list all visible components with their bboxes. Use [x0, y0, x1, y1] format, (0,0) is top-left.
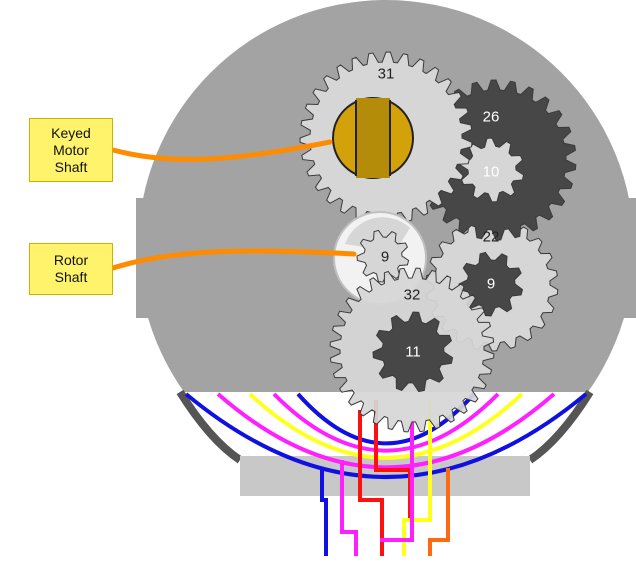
gear-label-11: 11 [405, 344, 421, 361]
gear-label-22: 22 [483, 229, 500, 246]
wire-magenta-inner [272, 392, 500, 453]
callout-rotor-line-2: Shaft [54, 269, 88, 285]
gear-label-26: 26 [483, 109, 500, 126]
lead-magenta [340, 460, 358, 556]
wire-yellow-outer [248, 392, 524, 460]
leader-keyed-motor-shaft [110, 139, 333, 162]
callout-keyed-line-3: Shaft [54, 158, 88, 175]
keyed-motor-shaft [332, 97, 414, 179]
gear-10 [459, 137, 525, 203]
lead-red-1 [358, 410, 384, 556]
gear-train [299, 51, 577, 352]
callout-keyed-line-1: Keyed [51, 124, 91, 141]
callout-rotor-shaft: Rotor Shaft [29, 243, 113, 295]
gear-9-rotor [356, 229, 410, 283]
callout-keyed-line-2: Motor [53, 141, 89, 158]
housing-edge-left [176, 389, 243, 464]
lead-magenta-2 [380, 420, 414, 542]
gear-train-front [329, 229, 495, 433]
callout-keyed-motor-shaft: Keyed Motor Shaft [29, 118, 113, 182]
leader-rotor-shaft [110, 248, 357, 271]
gear-11 [372, 311, 454, 393]
gear-label-9-rotor: 9 [381, 249, 389, 266]
gear-label-32: 32 [404, 287, 421, 304]
lead-orange [428, 468, 450, 556]
gear-9-idler [458, 251, 524, 317]
gear-label-9-idler: 9 [487, 276, 495, 293]
wire-blue-outer [184, 392, 588, 479]
housing-edge-right [527, 389, 594, 464]
gear-label-31: 31 [378, 66, 395, 83]
motor-shaft-key [356, 98, 390, 178]
wire-magenta-outer [216, 392, 556, 470]
gear-label-10: 10 [483, 164, 500, 181]
callout-rotor-line-1: Rotor [53, 252, 89, 268]
lead-blue [320, 470, 328, 556]
